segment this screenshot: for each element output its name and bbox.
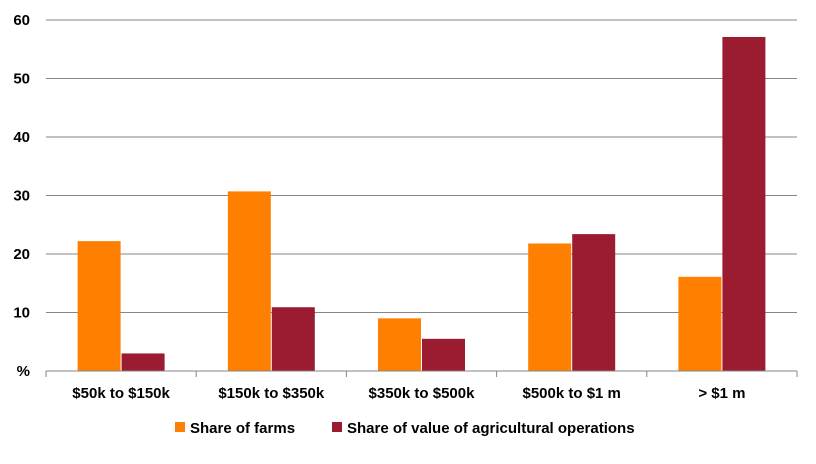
legend-label: Share of farms [190,420,295,437]
gridlines [46,19,797,313]
x-category-label: $50k to $150k [72,385,170,402]
bar-share-of-farms [528,243,572,371]
bar-share-of-farms [378,318,421,371]
y-tick-label: 60 [13,12,30,29]
y-tick-label: 50 [13,71,30,88]
legend-swatch [175,422,185,432]
bar-share-of-value [271,307,315,371]
bar-share-of-value [722,36,766,372]
axes: % 10 20 30 40 50 60 $50k to $150k $150k to $350k… [13,12,798,402]
x-category-label: $150k to $350k [218,385,325,402]
bar-share-of-farms [77,241,121,371]
legend-label: Share of value of agricultural operation… [347,420,635,437]
x-category-label: > $1 m [698,385,745,402]
y-tick-label: 40 [13,129,30,146]
y-tick-label: 30 [13,188,30,205]
bar-share-of-farms [227,191,271,371]
legend: Share of farms Share of value of agricult… [175,420,635,437]
y-tick-label: 20 [13,246,30,263]
bar-share-of-value [572,234,616,371]
bar-share-of-farms [678,276,722,371]
y-tick-label: 10 [13,305,30,322]
x-category-label: $500k to $1 m [522,385,620,402]
bar-share-of-value [422,338,465,371]
x-category-label: $350k to $500k [369,385,476,402]
bars [77,36,766,372]
bar-share-of-value [121,353,165,371]
legend-swatch [332,422,342,432]
y-tick-label: % [17,363,30,380]
